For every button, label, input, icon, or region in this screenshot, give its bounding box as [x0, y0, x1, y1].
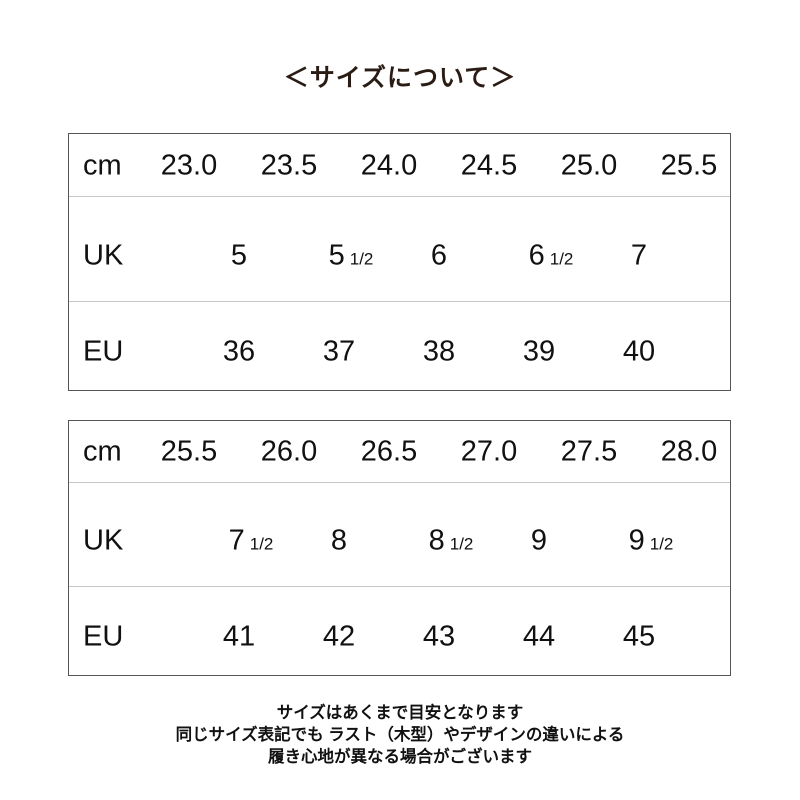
- uk-whole: 7: [630, 239, 648, 272]
- eu-value: 36: [222, 335, 256, 368]
- uk-half: 1/2: [549, 249, 574, 269]
- eu-value: 37: [322, 335, 356, 368]
- eu-value: 41: [222, 620, 256, 653]
- uk-value: 9: [531, 525, 547, 558]
- cm-value: 25.0: [560, 149, 618, 182]
- note-line: サイズはあくまで目安となります: [276, 704, 524, 722]
- page-title: ＜サイズについて＞: [283, 64, 517, 92]
- uk-value: 8: [331, 525, 347, 558]
- eu-value: 39: [522, 335, 556, 368]
- eu-label: EU: [83, 620, 124, 653]
- uk-whole: 6: [430, 239, 448, 272]
- row-divider: [69, 196, 730, 197]
- uk-value: 5: [231, 240, 247, 273]
- uk-half: 1/2: [449, 534, 474, 554]
- eu-value: 43: [422, 620, 456, 653]
- uk-whole: 8: [330, 524, 348, 557]
- uk-whole: 5: [328, 239, 345, 272]
- uk-value: 6: [431, 240, 447, 273]
- size-table: cm UK EU 25.5 26.0 26.5 27.0 27.5 28.0 7 1/2 8 8 1/2 9…: [68, 420, 731, 676]
- uk-value: 8 1/2: [429, 525, 474, 558]
- cm-value: 27.0: [460, 435, 518, 468]
- cm-value: 26.0: [260, 435, 318, 468]
- eu-label: EU: [83, 335, 124, 368]
- uk-label: UK: [83, 524, 124, 557]
- eu-value: 38: [422, 335, 456, 368]
- uk-half: 1/2: [249, 534, 274, 554]
- cm-value: 23.5: [260, 149, 318, 182]
- eu-value: 45: [622, 620, 656, 653]
- size-table: cm UK EU 23.0 23.5 24.0 24.5 25.0 25.5 5 5 1/2 6 6 1/2…: [68, 133, 731, 391]
- uk-half: 1/2: [649, 534, 674, 554]
- uk-whole: 9: [530, 524, 548, 557]
- eu-value: 42: [322, 620, 356, 653]
- notes: サイズはあくまで目安となります 同じサイズ表記でも ラスト（木型）やデザインの違…: [0, 702, 800, 768]
- note-line: 同じサイズ表記でも ラスト（木型）やデザインの違いによる: [175, 726, 625, 744]
- cm-value: 26.5: [360, 435, 418, 468]
- uk-value: 5 1/2: [329, 240, 374, 273]
- cm-value: 23.0: [160, 149, 218, 182]
- cm-value: 25.5: [160, 435, 218, 468]
- uk-value: 7: [631, 240, 647, 273]
- cm-value: 24.5: [460, 149, 518, 182]
- uk-whole: 5: [230, 239, 248, 272]
- note-line: 履き心地が異なる場合がございます: [268, 748, 532, 766]
- uk-whole: 6: [528, 239, 545, 272]
- eu-value: 40: [622, 335, 656, 368]
- row-divider: [69, 301, 730, 302]
- cm-value: 25.5: [660, 149, 718, 182]
- uk-value: 6 1/2: [529, 240, 574, 273]
- cm-value: 24.0: [360, 149, 418, 182]
- uk-label: UK: [83, 239, 124, 272]
- row-divider: [69, 482, 730, 483]
- cm-label: cm: [83, 435, 122, 468]
- row-divider: [69, 586, 730, 587]
- cm-label: cm: [83, 149, 122, 182]
- uk-whole: 9: [628, 524, 645, 557]
- cm-value: 27.5: [560, 435, 618, 468]
- uk-value: 9 1/2: [629, 525, 674, 558]
- uk-value: 7 1/2: [229, 525, 274, 558]
- cm-value: 28.0: [660, 435, 718, 468]
- eu-value: 44: [522, 620, 556, 653]
- uk-half: 1/2: [349, 249, 374, 269]
- uk-whole: 8: [428, 524, 445, 557]
- uk-whole: 7: [228, 524, 245, 557]
